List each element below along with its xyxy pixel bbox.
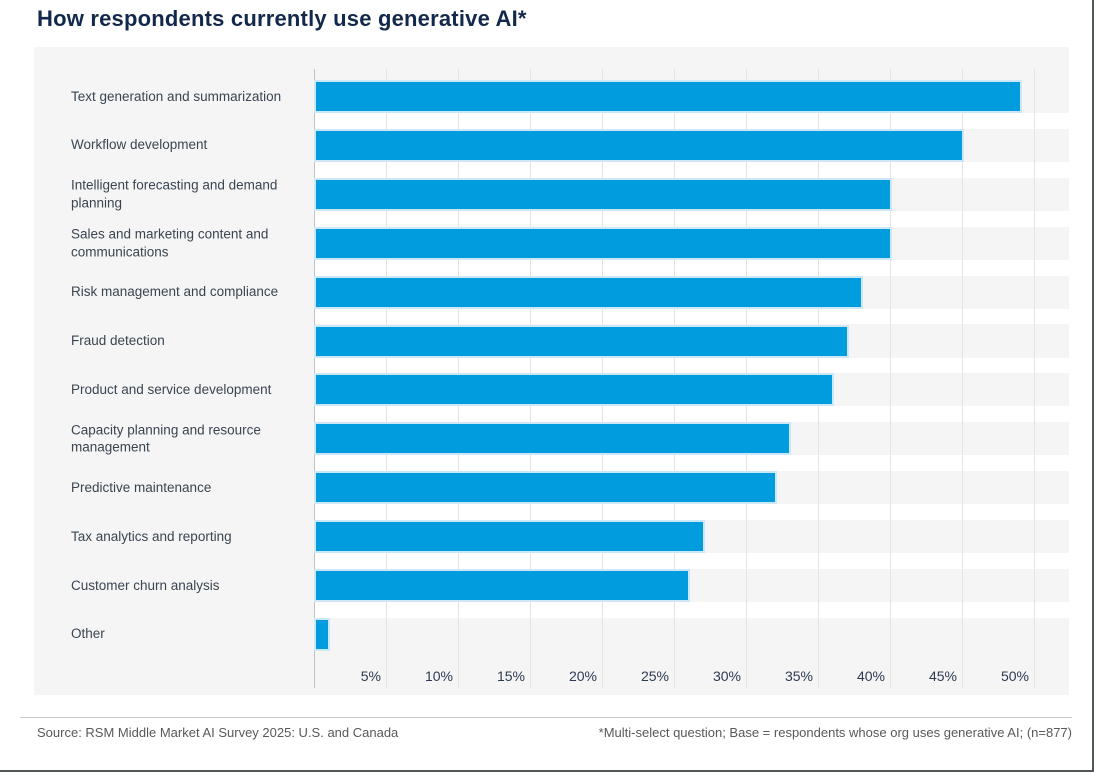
bar [314,422,792,456]
category-label: Predictive maintenance [71,479,212,495]
category-label: Capacity planning and resource managemen… [71,422,261,455]
bar [314,275,864,309]
row-gap-stripe [314,161,1069,178]
bar [314,569,691,602]
category-label: Workflow development [71,137,208,153]
bar [314,373,835,407]
bar [314,471,777,505]
gridline [1034,69,1035,688]
row-gap-stripe [314,259,1069,276]
row-gap-stripe [314,113,1069,129]
row-gap-stripe [314,602,1069,618]
bar [314,324,849,358]
category-label: Fraud detection [71,333,165,349]
source-note: Source: RSM Middle Market AI Survey 2025… [37,725,399,740]
footer-divider [20,717,1072,718]
axis-tick-label: 20% [568,668,597,684]
category-label: Text generation and summarization [71,88,282,104]
row-gap-stripe [314,455,1069,472]
category-label: Intelligent forecasting and demand plann… [71,177,278,211]
axis-tick-label: 15% [496,668,525,684]
gridline [890,69,891,688]
row-gap-stripe [314,210,1069,227]
bar [314,617,331,651]
chart-title: How respondents currently use generative… [37,6,527,31]
row-gap-stripe [314,553,1069,569]
bar [314,226,892,260]
row-gap-stripe [314,406,1069,423]
category-label: Customer churn analysis [71,577,220,593]
row-gap-stripe [314,504,1069,521]
axis-tick-label: 30% [712,668,741,684]
axis-tick-label: 10% [424,668,453,684]
category-label: Risk management and compliance [71,284,279,300]
bar [314,520,705,554]
bar [314,177,892,211]
methodology-note: *Multi-select question; Base = responden… [598,725,1072,740]
category-label: Sales and marketing content and communic… [71,226,269,260]
bar [314,80,1022,113]
category-label: Product and service development [71,382,272,398]
axis-tick-label: 45% [928,668,957,684]
category-label: Other [71,626,105,642]
gridline [962,69,963,688]
chart-panel: 5% 10% 15% 20% 25% 30% 35% 40% 45% 50% Text genera… [34,47,1069,695]
bar [314,128,964,162]
axis-tick-label: 5% [360,668,381,684]
category-label: Tax analytics and reporting [71,528,232,544]
axis-tick-label: 25% [640,668,669,684]
axis-tick-label: 50% [1000,668,1029,684]
row-gap-stripe [314,357,1069,374]
axis-tick-label: 40% [856,668,885,684]
row-gap-stripe [314,308,1069,325]
axis-tick-label: 35% [784,668,813,684]
